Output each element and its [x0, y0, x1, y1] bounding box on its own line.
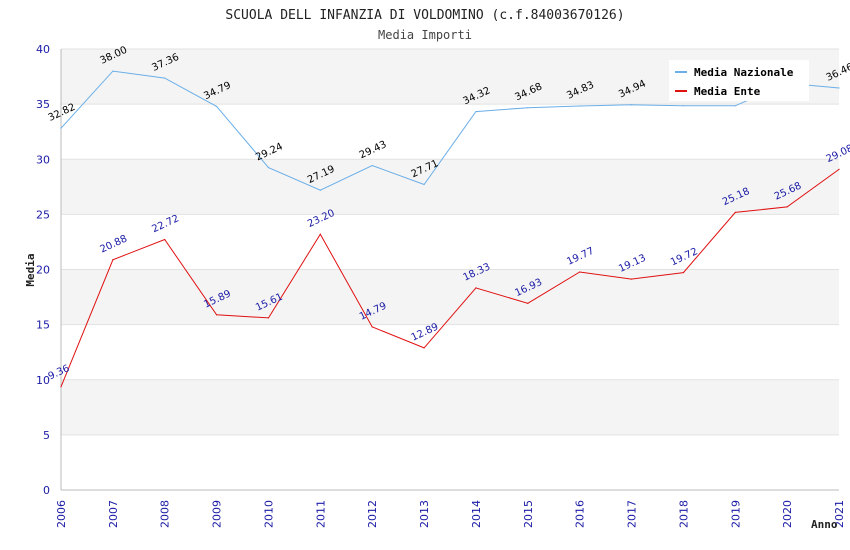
- y-tick-label: 15: [36, 319, 50, 332]
- y-tick-label: 5: [43, 429, 50, 442]
- x-tick-label: 2016: [574, 500, 587, 528]
- series-line-nazionale: [60, 70, 840, 191]
- data-point: [371, 326, 373, 328]
- data-point: [60, 386, 62, 388]
- y-tick-label: 25: [36, 208, 50, 221]
- data-point: [319, 233, 321, 235]
- x-tick-label: 2011: [314, 500, 327, 528]
- data-point: [267, 317, 270, 319]
- background-band: [61, 324, 839, 380]
- data-point: [216, 105, 218, 108]
- x-tick-label: 2015: [522, 500, 535, 528]
- x-tick-label: 2013: [418, 500, 431, 528]
- data-point: [371, 164, 373, 167]
- x-tick-label: 2010: [262, 500, 275, 528]
- y-tick-label: 10: [36, 374, 50, 387]
- data-point: [112, 70, 114, 72]
- data-point: [838, 168, 840, 170]
- x-tick-labels: 2006 2007 2008 2009 2010 2011 2012 2013 2014 2015…: [55, 500, 846, 528]
- data-point: [112, 259, 114, 261]
- y-tick-label: 40: [36, 43, 50, 56]
- y-tick-label: 0: [43, 484, 50, 497]
- y-tick-label: 30: [36, 153, 50, 166]
- y-axis-title: Media: [24, 253, 37, 286]
- chart-title: SCUOLA DELL INFANZIA DI VOLDOMINO (c.f.8…: [225, 8, 624, 23]
- y-tick-label: 35: [36, 98, 50, 111]
- x-tick-label: 2018: [677, 500, 690, 528]
- background-band: [61, 434, 839, 490]
- background-band: [61, 269, 839, 325]
- data-point: [838, 87, 840, 89]
- data-point: [630, 104, 633, 106]
- data-point: [423, 347, 425, 349]
- legend-label-ente: Media Ente: [694, 85, 761, 98]
- data-point: [786, 206, 788, 208]
- background-band: [61, 159, 839, 215]
- data-point: [164, 238, 166, 241]
- data-point: [164, 77, 166, 79]
- data-point: [682, 105, 685, 107]
- x-tick-label: 2014: [470, 500, 483, 528]
- x-axis-title: Anno: [811, 518, 838, 531]
- data-point: [579, 271, 581, 273]
- series-lines: [60, 70, 840, 388]
- data-point: [527, 302, 529, 304]
- x-tick-label: 2012: [366, 500, 379, 528]
- series-line-ente: [60, 168, 840, 387]
- data-point: [734, 211, 736, 213]
- data-point: [579, 105, 581, 107]
- data-point: [527, 107, 529, 109]
- chart-subtitle: Media Importi: [378, 28, 472, 42]
- background-band: [61, 104, 839, 160]
- x-tick-label: 2020: [781, 500, 794, 528]
- background-band: [61, 379, 839, 435]
- data-point: [682, 271, 685, 274]
- data-point: [423, 183, 425, 186]
- data-point: [216, 314, 218, 316]
- y-tick-label: 20: [36, 264, 50, 277]
- x-tick-label: 2007: [107, 500, 120, 528]
- background-bands: [61, 49, 839, 490]
- data-point: [630, 278, 633, 280]
- legend-label-nazionale: Media Nazionale: [694, 66, 794, 79]
- x-tick-label: 2008: [159, 500, 172, 528]
- data-point: [475, 111, 477, 113]
- x-tick-label: 2021: [833, 500, 846, 528]
- x-tick-label: 2006: [55, 500, 68, 528]
- data-point: [734, 105, 736, 107]
- legend: Media Nazionale Media Ente: [669, 60, 809, 101]
- x-tick-label: 2009: [211, 500, 224, 528]
- data-point: [267, 167, 270, 169]
- x-tick-label: 2017: [626, 500, 639, 528]
- data-point: [319, 189, 321, 191]
- data-point: [60, 127, 62, 129]
- data-point: [475, 287, 477, 289]
- y-tick-labels: 0 5 10 15 20 25 30 35 40: [36, 43, 50, 497]
- x-tick-label: 2019: [729, 500, 742, 528]
- legend-box: [669, 60, 809, 101]
